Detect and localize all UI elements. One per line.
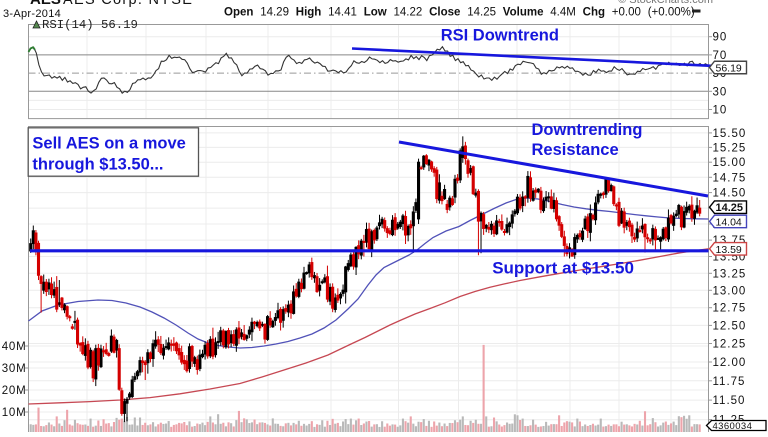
svg-text:40M: 40M [2,341,27,353]
svg-text:14.50: 14.50 [713,188,747,200]
svg-text:20M: 20M [2,385,27,397]
svg-text:10M: 10M [2,407,27,419]
svg-text:15.25: 15.25 [713,142,747,154]
svg-text:13.59: 13.59 [716,244,742,256]
svg-text:AES: AES [30,0,61,8]
svg-text:© StockCharts.com: © StockCharts.com [618,0,713,6]
svg-text:14.25: 14.25 [716,202,744,214]
svg-text:12.00: 12.00 [713,357,747,369]
svg-text:Resistance: Resistance [532,141,619,159]
svg-text:13.25: 13.25 [713,268,747,280]
svg-text:Downtrending: Downtrending [532,121,643,139]
svg-text:11.50: 11.50 [713,395,746,407]
svg-text:14.04: 14.04 [716,216,742,228]
svg-text:Open 14.29 High 14.41 Low 14.2: Open 14.29 High 14.41 Low 14.22 Close 14… [224,7,695,19]
svg-text:12.50: 12.50 [713,320,747,332]
svg-text:30M: 30M [2,363,27,375]
svg-text:30: 30 [713,86,728,98]
svg-text:Sell AES on a move: Sell AES on a move [32,135,185,153]
svg-text:AES Corp. NYSE: AES Corp. NYSE [63,0,193,8]
svg-text:RSI(14) 56.19: RSI(14) 56.19 [42,18,138,32]
svg-text:15.50: 15.50 [713,128,747,140]
svg-text:11.75: 11.75 [713,376,746,388]
svg-text:through $13.50...: through $13.50... [32,156,163,174]
svg-text:56.19: 56.19 [716,63,742,75]
svg-text:3-Apr-2014: 3-Apr-2014 [3,8,61,20]
svg-text:Support at $13.50: Support at $13.50 [492,258,634,277]
svg-text:90: 90 [713,32,728,44]
svg-text:15.00: 15.00 [713,157,747,169]
svg-text:13.00: 13.00 [713,285,747,297]
svg-text:12.75: 12.75 [713,303,747,315]
svg-text:70: 70 [713,50,728,62]
svg-text:14.75: 14.75 [713,172,747,184]
svg-text:12.25: 12.25 [713,339,747,351]
svg-text:4360034: 4360034 [713,421,753,432]
svg-text:10: 10 [713,105,728,117]
svg-text:RSI Downtrend: RSI Downtrend [441,26,559,44]
